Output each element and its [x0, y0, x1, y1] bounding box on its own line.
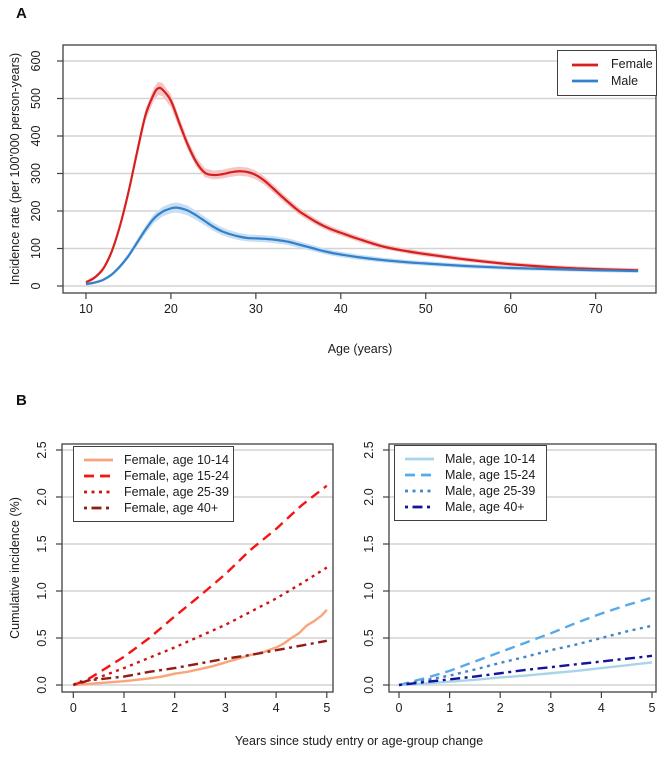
x-tick-label: 10 [79, 302, 93, 316]
legend-line-sample [84, 474, 113, 478]
y-tick-label: 0 [29, 282, 43, 289]
x-tick-label: 1 [446, 701, 453, 715]
x-tick-label: 30 [249, 302, 263, 316]
legend-item: Male, age 15-24 [404, 469, 546, 482]
panel-a-x-axis-title: Age (years) [327, 342, 393, 356]
plot-border [62, 44, 657, 294]
legend-line-sample [84, 458, 113, 462]
legend-line-sample [84, 506, 113, 510]
y-tick-label: 2.0 [362, 488, 376, 505]
x-tick-label: 3 [547, 701, 554, 715]
y-tick-label: 200 [29, 201, 43, 222]
y-tick-label: 2.5 [362, 441, 376, 458]
x-tick-label: 4 [273, 701, 280, 715]
y-tick-label: 400 [29, 126, 43, 147]
x-tick-label: 5 [649, 701, 656, 715]
x-tick-label: 0 [396, 701, 403, 715]
panel-b-x-axis-title: Years since study entry or age-group cha… [234, 734, 484, 748]
y-tick-label: 0.0 [35, 676, 49, 693]
y-tick-label: 2.0 [35, 488, 49, 505]
panel-b-y-axis-title: Cumulative incidence (%) [8, 497, 22, 639]
legend-item-label: Female, age 10-14 [124, 452, 229, 467]
legend-item: Female [571, 58, 656, 71]
legend-item: Male [571, 75, 656, 88]
x-tick-label: 50 [419, 302, 433, 316]
series-line-male [85, 206, 639, 286]
panel-b-male-legend: Male, age 10-14 Male, age 15-24 Male, ag… [394, 445, 547, 521]
legend-item: Female, age 15-24 [83, 470, 233, 483]
legend-item-label: Female, age 15-24 [124, 468, 229, 483]
legend-line-sample [405, 505, 434, 509]
x-tick-label: 20 [164, 302, 178, 316]
series-line-male-age-15-24 [398, 596, 653, 687]
y-tick-label: 2.5 [35, 441, 49, 458]
y-tick-label: 100 [29, 238, 43, 259]
legend-line-sample [405, 473, 434, 477]
series-line-female-age-15-24 [72, 484, 328, 687]
panel-a-legend: Female Male [557, 50, 657, 96]
y-tick-label: 300 [29, 163, 43, 184]
legend-item-label: Male, age 10-14 [445, 451, 536, 466]
legend-item-label: Female, age 40+ [124, 500, 219, 515]
panel-a-label: A [16, 5, 27, 22]
legend-line-sample [405, 489, 434, 493]
series-line-female [85, 86, 639, 284]
x-tick-label: 60 [504, 302, 518, 316]
series-line-male-age-25-39 [398, 624, 653, 687]
panel-a-y-axis-title: Incidence rate (per 100'000 person-years… [8, 52, 22, 286]
x-tick-label: 70 [589, 302, 603, 316]
legend-item: Female, age 25-39 [83, 486, 233, 499]
legend-item: Male, age 10-14 [404, 453, 546, 466]
y-tick-label: 1.5 [35, 535, 49, 552]
legend-item: Male, age 40+ [404, 501, 546, 514]
y-tick-label: 1.5 [362, 535, 376, 552]
legend-item-label: Female [611, 57, 653, 72]
confidence-band-female [85, 81, 639, 284]
series-line-male-age-10-14 [398, 661, 653, 687]
x-tick-label: 3 [222, 701, 229, 715]
x-tick-label: 40 [334, 302, 348, 316]
legend-item: Female, age 40+ [83, 502, 233, 515]
panel-b-female-legend: Female, age 10-14 Female, age 15-24 Fema… [73, 446, 234, 522]
y-tick-label: 500 [29, 88, 43, 109]
series-line-male-age-40 [398, 654, 653, 687]
legend-item-label: Male, age 40+ [445, 499, 525, 514]
plot-border [388, 443, 657, 693]
x-tick-label: 2 [171, 701, 178, 715]
plot-border [61, 443, 334, 693]
series-line-female-age-40 [72, 639, 328, 687]
y-tick-label: 0.5 [35, 629, 49, 646]
y-tick-label: 600 [29, 51, 43, 72]
legend-item: Female, age 10-14 [83, 454, 233, 467]
series-line-female-age-10-14 [73, 608, 328, 687]
x-tick-label: 1 [121, 701, 128, 715]
legend-line-sample [405, 457, 434, 461]
legend-item-label: Male, age 25-39 [445, 483, 536, 498]
x-tick-label: 4 [598, 701, 605, 715]
x-tick-label: 5 [323, 701, 330, 715]
y-tick-label: 1.0 [362, 582, 376, 599]
legend-item-label: Female, age 25-39 [124, 484, 229, 499]
y-tick-label: 0.0 [362, 676, 376, 693]
y-tick-label: 1.0 [35, 582, 49, 599]
panel-b-label: B [16, 392, 27, 409]
legend-item: Male, age 25-39 [404, 485, 546, 498]
x-tick-label: 0 [70, 701, 77, 715]
series-line-female-age-25-39 [72, 566, 328, 687]
legend-item-label: Male, age 15-24 [445, 467, 536, 482]
legend-line-sample [572, 80, 598, 83]
legend-line-sample [572, 63, 598, 66]
confidence-band-male [85, 202, 639, 286]
legend-item-label: Male [611, 74, 639, 89]
legend-line-sample [84, 490, 113, 494]
y-tick-label: 0.5 [362, 629, 376, 646]
x-tick-label: 2 [497, 701, 504, 715]
